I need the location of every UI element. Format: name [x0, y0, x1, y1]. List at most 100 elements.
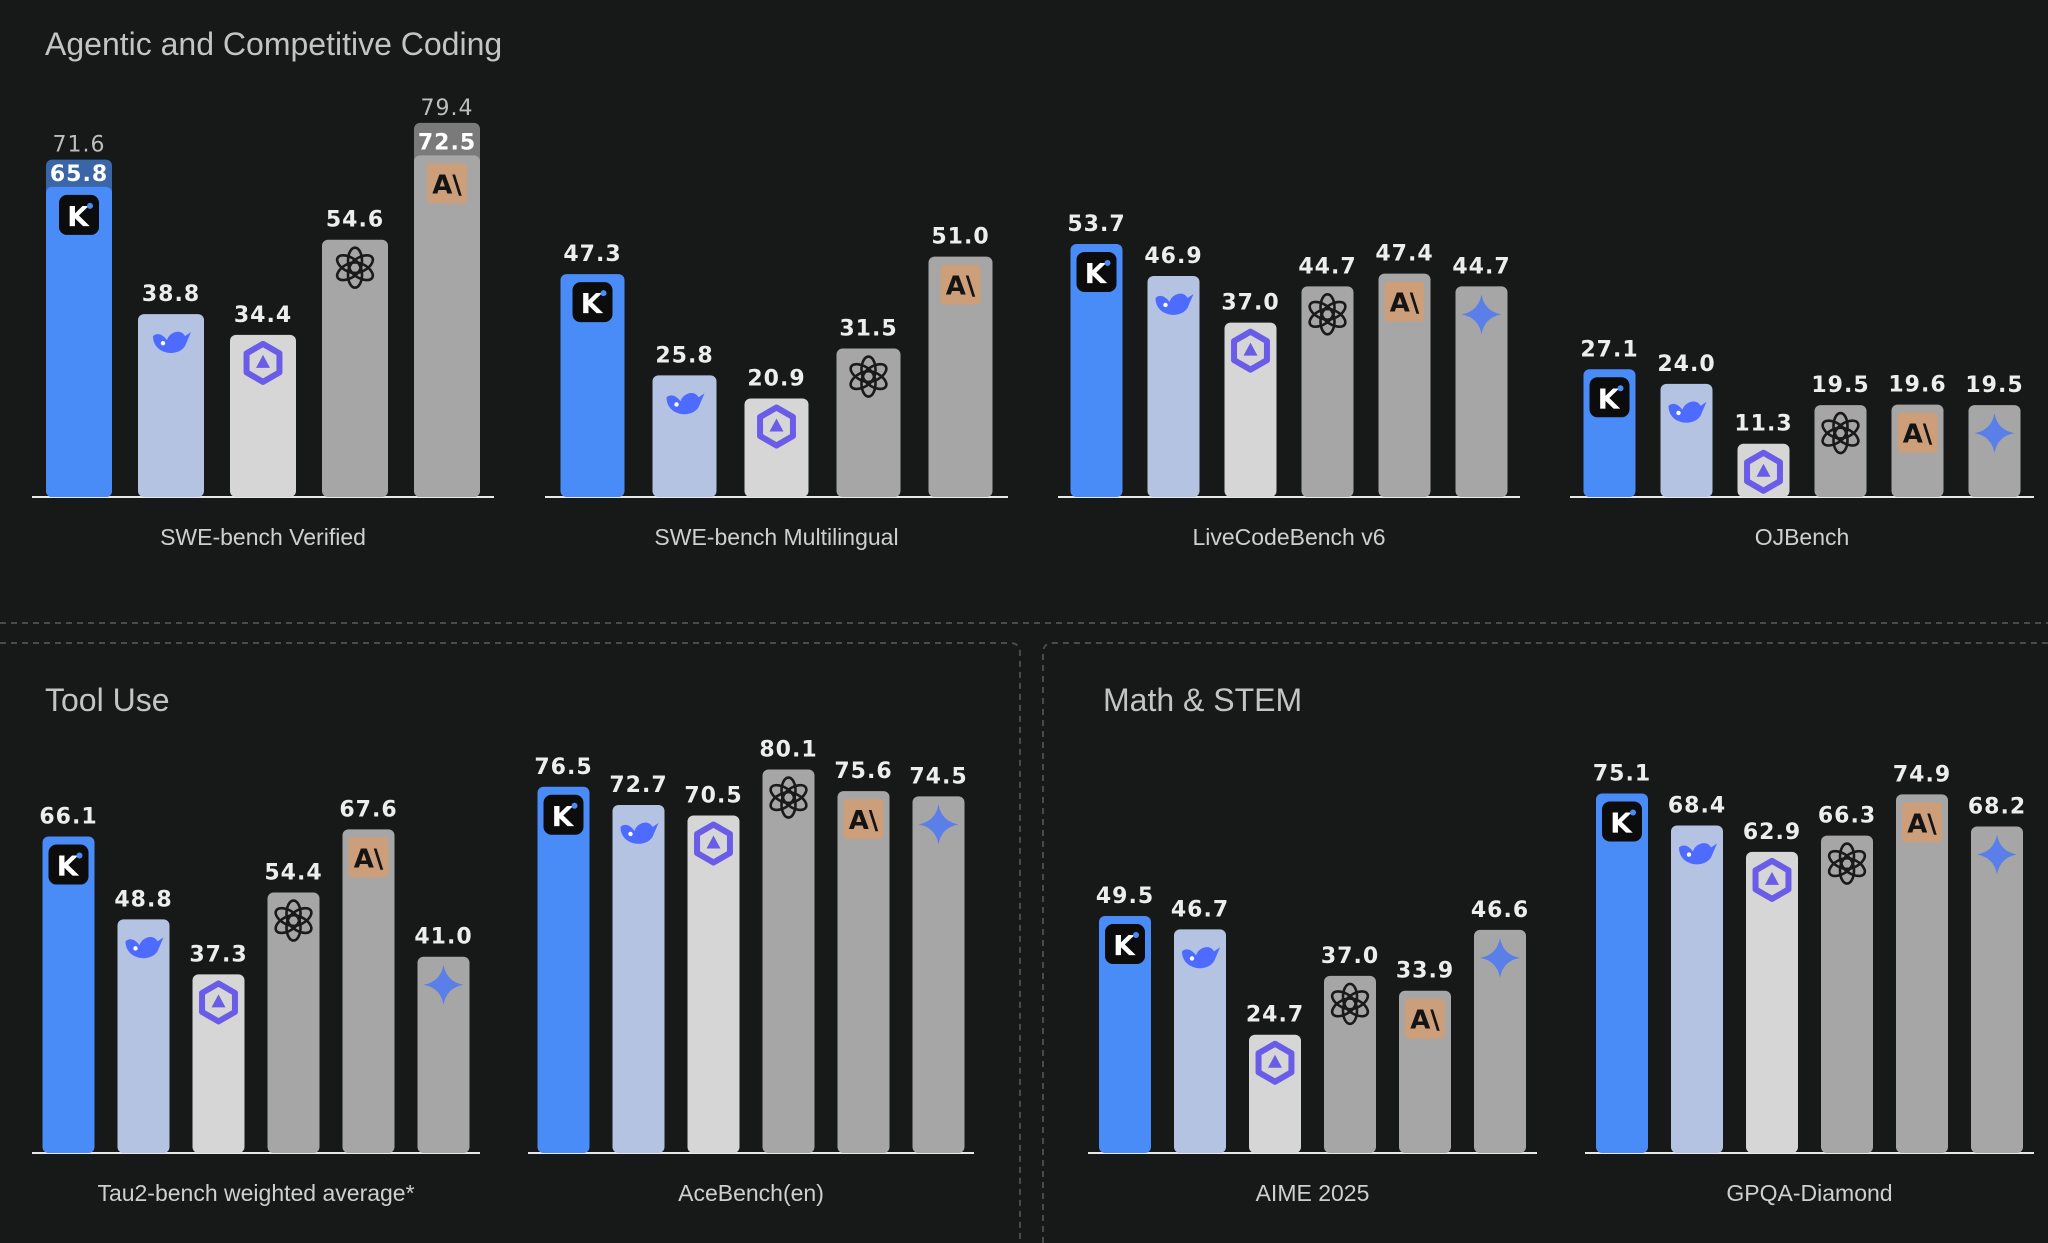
- bar-value-label: 34.4: [234, 303, 292, 328]
- bar-value-label: 33.9: [1396, 959, 1454, 984]
- bar-value-label: 38.8: [142, 282, 200, 307]
- svg-text:A\: A\: [354, 844, 384, 874]
- bar-gemini: [1971, 826, 2023, 1153]
- bar-extended-value-label: 71.6: [53, 133, 106, 158]
- bar-value-label: 72.5: [418, 130, 476, 155]
- svg-text:A\: A\: [1903, 420, 1933, 450]
- bar-value-label: 70.5: [684, 783, 742, 808]
- k-logo-icon: K: [1589, 377, 1630, 418]
- tool-use-panel-border: [0, 642, 1021, 1243]
- k-logo-icon: K: [543, 794, 584, 835]
- bar-value-label: 74.9: [1893, 762, 1951, 787]
- bar-deepseek: [1660, 383, 1713, 497]
- anthropic-ai-icon: A\: [1902, 802, 1942, 843]
- chart-3: OJBench 27.1 K 24.0 11.3 19.5 19.6 A\ 19.5: [1570, 337, 2034, 550]
- chart-category-label: GPQA-Diamond: [1726, 1180, 1892, 1206]
- bar-value-label: 74.5: [909, 764, 967, 789]
- chart-1: SWE-bench Multilingual 47.3 K 25.8 20.9 31.5 5…: [545, 225, 1008, 550]
- bar-openai: [322, 239, 388, 497]
- bar-qwen: [192, 974, 245, 1153]
- bar-openai: [1324, 975, 1376, 1153]
- qwen-star-icon: [1255, 1040, 1295, 1085]
- bar-value-label: 37.3: [189, 942, 247, 967]
- svg-text:K: K: [581, 287, 604, 320]
- qwen-star-icon: [1752, 857, 1792, 902]
- bar-value-label: 11.3: [1734, 412, 1792, 437]
- anthropic-ai-icon: A\: [427, 163, 467, 204]
- svg-text:K: K: [57, 850, 80, 883]
- k-logo-icon: K: [1076, 251, 1117, 292]
- anthropic-ai-icon: A\: [843, 799, 884, 840]
- bar-kimi: [1596, 793, 1648, 1153]
- bar-value-label: 66.1: [39, 805, 97, 830]
- bar-value-label: 54.6: [326, 208, 384, 233]
- bar-deepseek: [117, 919, 170, 1153]
- svg-text:A\: A\: [946, 272, 976, 302]
- bar-value-label: 47.3: [563, 242, 621, 267]
- bar-value-label: 62.9: [1743, 820, 1801, 845]
- bar-value-label: 19.5: [1811, 373, 1869, 398]
- openai-knot-icon: [274, 899, 313, 942]
- bar-value-label: 80.1: [759, 738, 817, 763]
- section-title-math: Math & STEM: [1103, 682, 1302, 718]
- svg-text:A\: A\: [1907, 809, 1937, 839]
- openai-knot-icon: [849, 355, 888, 398]
- chart-6: AIME 2025 49.5 K 46.7 24.7 37.0 33.9 A\ 46.6: [1088, 884, 1537, 1206]
- bar-value-label: 65.8: [50, 162, 108, 187]
- bar-anthropic: [837, 791, 890, 1153]
- bar-value-label: 76.5: [534, 755, 592, 780]
- bar-openai: [267, 892, 320, 1153]
- bar-openai: [762, 769, 815, 1153]
- chart-category-label: AceBench(en): [678, 1180, 824, 1206]
- bar-kimi: [560, 274, 625, 497]
- chart-category-label: SWE-bench Verified: [160, 524, 366, 550]
- k-logo-icon: K: [59, 194, 99, 235]
- bar-anthropic: [414, 155, 480, 497]
- bar-value-label: 67.6: [339, 797, 397, 822]
- anthropic-ai-icon: A\: [1405, 998, 1445, 1039]
- bar-deepseek: [1671, 825, 1723, 1153]
- qwen-star-icon: [757, 404, 796, 449]
- bar-value-label: 37.0: [1221, 291, 1279, 316]
- svg-text:A\: A\: [432, 170, 462, 200]
- chart-4: Tau2-bench weighted average* 66.1 K 48.8 37.…: [32, 797, 480, 1206]
- whale-icon: [1182, 947, 1220, 969]
- qwen-star-icon: [1231, 328, 1270, 373]
- qwen-star-icon: [199, 980, 238, 1025]
- chart-category-label: OJBench: [1755, 524, 1850, 550]
- bar-deepseek: [652, 375, 717, 497]
- bar-value-label: 46.9: [1144, 244, 1202, 269]
- bar-value-label: 27.1: [1580, 337, 1638, 362]
- openai-knot-icon: [335, 246, 375, 289]
- chart-category-label: Tau2-bench weighted average*: [97, 1180, 414, 1206]
- bar-value-label: 31.5: [839, 317, 897, 342]
- bar-extended-value-label: 79.4: [421, 96, 474, 121]
- bar-value-label: 19.5: [1965, 373, 2023, 398]
- bar-anthropic: [928, 256, 993, 497]
- bar-value-label: 24.7: [1246, 1003, 1304, 1028]
- bar-deepseek: [1174, 929, 1226, 1153]
- anthropic-ai-icon: A\: [1384, 281, 1425, 322]
- bar-deepseek: [138, 314, 204, 497]
- bar-kimi: [46, 186, 112, 498]
- chart-category-label: AIME 2025: [1256, 1180, 1370, 1206]
- whale-icon: [153, 331, 191, 354]
- svg-text:A\: A\: [1390, 289, 1420, 319]
- svg-text:K: K: [1598, 382, 1621, 415]
- bar-anthropic: [1378, 273, 1431, 497]
- section-title-coding: Agentic and Competitive Coding: [45, 26, 502, 62]
- charts-layer: SWE-bench Verified 71.6 65.8 K 38.8 34.4 54.6 7…: [32, 96, 2034, 1206]
- gemini-sparkle-icon: [918, 804, 959, 845]
- bar-value-label: 75.1: [1593, 761, 1651, 786]
- gemini-sparkle-icon: [423, 964, 464, 1005]
- chart-7: GPQA-Diamond 75.1 K 68.4 62.9 66.3 74.9 A\ 68.2: [1585, 761, 2034, 1206]
- chart-5: AceBench(en) 76.5 K 72.7 70.5 80.1 75.6 A\ 74.5: [528, 738, 974, 1206]
- whale-icon: [1668, 401, 1707, 423]
- whale-icon: [1155, 293, 1194, 315]
- bar-openai: [836, 348, 901, 497]
- chart-0: SWE-bench Verified 71.6 65.8 K 38.8 34.4 54.6 7…: [32, 96, 494, 550]
- svg-text:A\: A\: [1410, 1006, 1440, 1036]
- chart-2: LiveCodeBench v6 53.7 K 46.9 37.0 44.7 47.4 A\ 4…: [1058, 212, 1520, 550]
- gemini-sparkle-icon: [1480, 937, 1520, 978]
